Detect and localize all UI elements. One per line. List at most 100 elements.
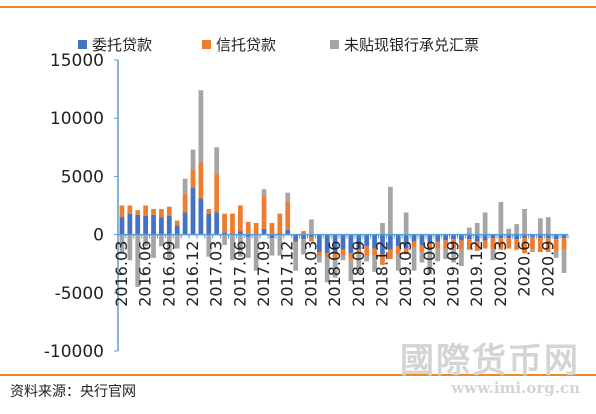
source-note: 资料来源：央行官网 — [10, 384, 136, 400]
chart-legend: 委托贷款 信托贷款 未贴现银行承兑汇票 — [78, 36, 479, 54]
x-tick-label: 2019.12 — [467, 241, 486, 307]
bar-2-2017.01 — [198, 90, 204, 163]
bar-1-2018.11 — [372, 248, 377, 256]
bar-2-2017.11 — [277, 234, 283, 256]
bar-2-2017.02 — [206, 234, 212, 257]
bar-1-2016.09 — [166, 206, 172, 216]
bar-1-2016.08 — [159, 208, 164, 218]
bar-2-2019.03 — [403, 212, 409, 235]
bar-0-2020.03 — [498, 234, 504, 239]
bar-1-2016.04 — [127, 205, 133, 214]
bar-1-2019.04 — [411, 241, 417, 248]
bar-1-2017.07 — [245, 221, 251, 235]
bar-1-2018.07 — [340, 249, 346, 256]
bar-1-2020.04 — [506, 238, 512, 249]
bar-0-2017.06 — [238, 231, 243, 235]
x-tick-label: 2018.09 — [349, 241, 368, 307]
bar-1-2020.11 — [561, 238, 567, 250]
bar-1-2016.03 — [119, 205, 125, 218]
bar-0-2019.09 — [451, 234, 456, 240]
bar-1-2016.07 — [151, 208, 156, 215]
x-tick-label: 2017.09 — [254, 241, 273, 307]
x-tick-label: 2017.06 — [230, 241, 249, 307]
bar-2-2019.06 — [427, 248, 433, 275]
bar-0-2019.02 — [395, 234, 401, 247]
y-tick-label: 10000 — [50, 109, 104, 129]
bar-2-2018.05 — [324, 257, 330, 283]
bar-2-2019.10 — [459, 249, 464, 267]
bar-0-2018.01 — [293, 234, 298, 242]
bar-0-2016.11 — [182, 212, 188, 235]
chart-canvas: 委托贷款 信托贷款 未贴现银行承兑汇票 -10000 -5000 0 5000 10000 1… — [44, 36, 569, 362]
bar-1-2020.06 — [522, 238, 527, 254]
bar-0-2016.07 — [151, 214, 156, 235]
bar-0-2016.06 — [143, 215, 148, 235]
bar-1-2019.06 — [427, 242, 433, 249]
bar-0-2020.04 — [506, 234, 512, 239]
y-tick-label: -5000 — [55, 284, 104, 304]
bar-1-2016.11 — [182, 193, 188, 213]
bar-0-2018.06 — [332, 234, 338, 254]
legend-swatch-1 — [202, 40, 211, 49]
bar-2-2019.12 — [474, 222, 480, 235]
bar-0-2018.08 — [348, 234, 354, 254]
bar-2-2018.04 — [316, 255, 322, 263]
bar-0-2019.03 — [403, 234, 409, 249]
bar-2-2018.08 — [348, 259, 354, 282]
y-tick-label: 0 — [93, 226, 104, 246]
bar-2-2020.04 — [506, 228, 512, 235]
bar-1-2018.10 — [364, 246, 370, 256]
bar-2-2017.12 — [285, 192, 291, 203]
bars-group — [119, 90, 567, 287]
bar-0-2020.02 — [490, 234, 496, 239]
bar-1-2018.03 — [309, 236, 314, 242]
bar-0-2017.10 — [269, 234, 275, 239]
x-tick-label: 2019.06 — [420, 241, 439, 307]
bar-0-2018.04 — [316, 234, 322, 253]
bar-1-2019.03 — [403, 248, 409, 255]
bar-0-2017.12 — [285, 229, 291, 235]
bar-2-2018.11 — [372, 255, 377, 272]
bar-2-2016.09 — [166, 234, 172, 258]
legend-label-2: 未贴现银行承兑汇票 — [344, 36, 479, 54]
bar-0-2017.09 — [261, 228, 267, 235]
y-tick-label: 5000 — [61, 167, 104, 187]
bar-0-2019.04 — [411, 234, 417, 242]
x-tick-label: 2017.12 — [278, 241, 297, 307]
bar-1-2019.09 — [451, 239, 456, 249]
bar-0-2018.02 — [301, 234, 306, 240]
y-tick-label: 15000 — [50, 51, 104, 71]
bar-0-2018.10 — [364, 234, 370, 247]
bar-2-2016.05 — [135, 234, 141, 287]
bar-2-2018.12 — [380, 222, 385, 235]
bar-0-2016.08 — [159, 217, 164, 235]
x-tick-label: 2017.03 — [207, 241, 226, 307]
bar-1-2016.10 — [174, 220, 180, 226]
bar-1-2017.01 — [198, 162, 204, 199]
bar-0-2020.11 — [561, 234, 567, 239]
bar-0-2019.07 — [435, 234, 441, 242]
bar-0-2016.10 — [174, 225, 180, 235]
bar-1-2017.06 — [238, 205, 243, 232]
bar-1-2017.04 — [222, 213, 227, 233]
legend-swatch-0 — [78, 40, 87, 49]
x-tick-label: 2019.03 — [396, 241, 415, 307]
bar-1-2019.01 — [388, 249, 393, 260]
bar-2-2017.09 — [261, 189, 267, 197]
bar-0-2016.03 — [119, 217, 125, 235]
x-tick-label: 2020.03 — [491, 241, 510, 307]
bar-2-2019.02 — [395, 254, 401, 271]
bar-1-2018.09 — [356, 249, 362, 254]
bar-1-2019.11 — [466, 239, 472, 250]
bar-2-2018.10 — [364, 255, 370, 262]
bar-1-2020.10 — [553, 239, 559, 251]
top-rule — [0, 6, 596, 8]
bar-0-2019.10 — [459, 234, 464, 241]
bar-1-2017.09 — [261, 196, 267, 229]
bar-0-2020.01 — [482, 234, 488, 241]
bar-1-2020.02 — [490, 238, 496, 250]
bar-2-2020.08 — [538, 218, 543, 235]
bar-0-2017.03 — [214, 212, 220, 235]
bar-1-2017.11 — [277, 213, 283, 234]
